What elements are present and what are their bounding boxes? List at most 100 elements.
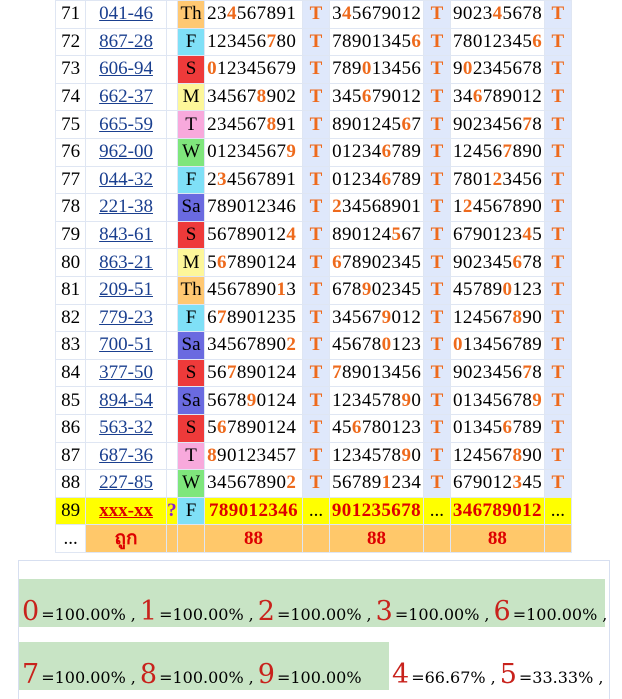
spacer-cell: [165, 358, 178, 388]
digit-set-c2: 123457890: [329, 386, 424, 415]
row-number: 88: [54, 469, 87, 498]
hit-mark: T: [422, 386, 452, 415]
next-set-3: 346789012: [450, 496, 545, 526]
hit-mark: T: [543, 27, 573, 57]
spacer-cell: [165, 331, 178, 360]
result-link[interactable]: 662-37: [85, 82, 167, 112]
stat-separator: ,: [248, 605, 254, 624]
stat-percent: =100.00%: [512, 605, 598, 624]
result-link[interactable]: 962-00: [85, 137, 167, 167]
spacer-cell: [165, 110, 178, 139]
result-link[interactable]: 563-32: [85, 413, 167, 443]
result-link[interactable]: 843-61: [85, 220, 167, 250]
digit-set-c1: 123456780: [204, 27, 303, 57]
result-link[interactable]: 606-94: [85, 55, 167, 84]
result-link[interactable]: 687-36: [85, 441, 167, 471]
stat-percent: =66.67%: [411, 668, 486, 687]
stat-digit: 0: [22, 596, 40, 627]
stat-percent: =100.00%: [276, 605, 362, 624]
hit-mark: T: [422, 358, 452, 388]
hit-mark: T: [422, 220, 452, 250]
digit-set-c2: 012346789: [329, 165, 424, 195]
digit-set-c2: 678902345: [329, 275, 424, 305]
row-number: 75: [54, 110, 87, 139]
next-set-1: 789012346: [204, 496, 303, 526]
ellipsis: ...: [422, 496, 452, 526]
row-number: 83: [54, 331, 87, 360]
digit-set-c3: 780123456: [450, 27, 545, 57]
day-badge: W: [176, 137, 206, 167]
hit-mark: T: [301, 331, 331, 360]
spacer-cell: [165, 413, 178, 443]
digit-set-c1: 567890124: [204, 358, 303, 388]
digit-set-c1: 345678902: [204, 469, 303, 498]
hit-mark: T: [543, 137, 573, 167]
digit-set-c1: 345678902: [204, 82, 303, 112]
result-link[interactable]: 779-23: [85, 303, 167, 333]
stat-percent: =100.00%: [41, 605, 126, 624]
day-badge: F: [176, 303, 206, 333]
spacer-cell: [165, 137, 178, 167]
hit-mark: T: [543, 358, 573, 388]
stat-percent: =33.33%: [518, 668, 594, 687]
digit-stats-panel: 0 =100.00%, 1 =100.00%, 2 =100.00%, 3 =100.00%,…: [18, 560, 610, 699]
unknown-mark: ?: [165, 496, 178, 526]
digit-set-c3: 457890123: [450, 275, 545, 305]
hit-mark: T: [422, 27, 452, 57]
digit-stat: 6 =100.00%: [494, 597, 598, 627]
result-link[interactable]: 863-21: [85, 248, 167, 277]
table-row: 74 662-37 M 345678902 T 345679012 T 346789012 T: [54, 82, 573, 112]
next-result[interactable]: xxx-xx: [85, 496, 167, 526]
summary-first: ...: [54, 524, 87, 553]
day-badge: T: [176, 441, 206, 471]
result-link[interactable]: 044-32: [85, 165, 167, 195]
digit-stat: 2 =100.00%: [258, 597, 362, 627]
hit-mark: T: [543, 331, 573, 360]
result-link[interactable]: 227-85: [85, 469, 167, 498]
hit-mark: T: [422, 110, 452, 139]
digit-stat: 9 =100.00%: [258, 660, 362, 690]
result-link[interactable]: 221-38: [85, 193, 167, 222]
digit-stat: 5 =33.33%: [500, 660, 594, 690]
stats-line-1: 0 =100.00%, 1 =100.00%, 2 =100.00%, 3 =100.00%,…: [19, 579, 607, 627]
result-link[interactable]: 209-51: [85, 275, 167, 305]
result-link[interactable]: 377-50: [85, 358, 167, 388]
hit-mark: T: [422, 55, 452, 84]
hit-mark: T: [543, 165, 573, 195]
table-row: 80 863-21 M 567890124 T 678902345 T 902345678 T: [54, 248, 573, 277]
table-row: 75 665-59 T 234567891 T 890124567 T 902345678 T: [54, 110, 573, 139]
digit-set-c2: 789013456: [329, 27, 424, 57]
hit-mark: T: [543, 386, 573, 415]
digit-set-c3: 124567890: [450, 303, 545, 333]
digit-set-c1: 678901235: [204, 303, 303, 333]
result-link[interactable]: 894-54: [85, 386, 167, 415]
table-row: 76 962-00 W 012345679 T 012346789 T 124567890 T: [54, 137, 573, 167]
result-link[interactable]: 665-59: [85, 110, 167, 139]
row-number: 73: [54, 55, 87, 84]
digit-set-c2: 123457890: [329, 441, 424, 471]
day-badge: T: [176, 110, 206, 139]
hit-mark: T: [422, 275, 452, 305]
summary-spacer: [422, 524, 452, 553]
hit-mark: T: [422, 469, 452, 498]
row-number: 81: [54, 275, 87, 305]
hit-mark: T: [422, 0, 452, 29]
digit-set-c3: 902345678: [450, 55, 545, 84]
digit-stat: 8 =100.00%: [140, 660, 244, 690]
digit-set-c1: 567890124: [204, 220, 303, 250]
table-row: 78 221-38 Sa 789012346 T 234568901 T 124567890 T: [54, 193, 573, 222]
hit-mark: T: [543, 303, 573, 333]
summary-spacer: [165, 524, 178, 553]
digit-set-c2: 890124567: [329, 110, 424, 139]
hit-mark: T: [422, 82, 452, 112]
table-row: 73 606-94 S 012345679 T 789013456 T 902345678 T: [54, 55, 573, 84]
result-link[interactable]: 041-46: [85, 0, 167, 29]
hit-mark: T: [301, 386, 331, 415]
hit-mark: T: [543, 413, 573, 443]
digit-set-c2: 789013456: [329, 358, 424, 388]
digit-set-c1: 456789013: [204, 275, 303, 305]
day-badge: S: [176, 220, 206, 250]
result-link[interactable]: 700-51: [85, 331, 167, 360]
digit-set-c1: 789012346: [204, 193, 303, 222]
result-link[interactable]: 867-28: [85, 27, 167, 57]
